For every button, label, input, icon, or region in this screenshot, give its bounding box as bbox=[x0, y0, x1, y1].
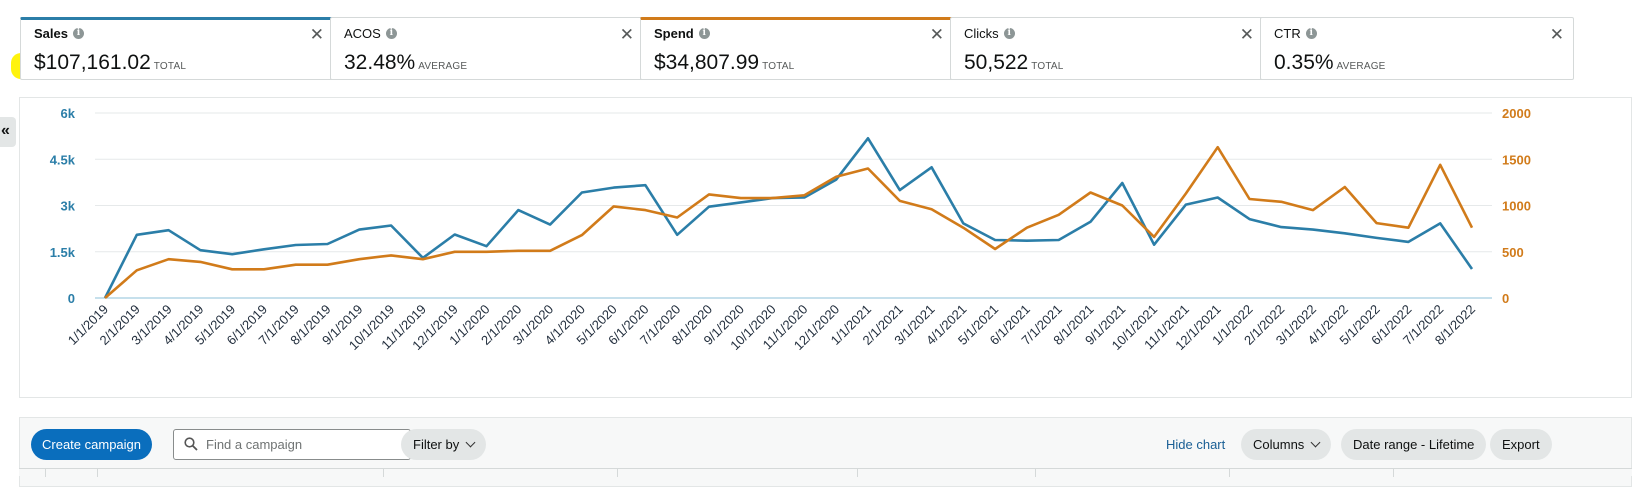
y-right-tick-label: 0 bbox=[1502, 291, 1509, 306]
metric-card-ctr[interactable]: CTR i ✕ 0.35% AVERAGE bbox=[1260, 17, 1574, 80]
columns-dropdown[interactable]: Columns bbox=[1241, 429, 1332, 460]
metric-aggregation: TOTAL bbox=[153, 61, 187, 72]
series-line-spend bbox=[104, 145, 1474, 299]
export-label: Export bbox=[1502, 437, 1540, 452]
search-icon bbox=[184, 437, 198, 451]
info-icon[interactable]: i bbox=[72, 28, 84, 39]
filter-by-dropdown[interactable]: Filter by bbox=[401, 429, 487, 460]
metric-label: ACOS bbox=[344, 26, 381, 41]
date-range-label: Date range - Lifetime bbox=[1353, 437, 1475, 452]
metric-card-sales[interactable]: Sales i ✕ $107,161.02 TOTAL bbox=[20, 17, 334, 80]
close-icon[interactable]: ✕ bbox=[1239, 25, 1254, 44]
y-left-tick-label: 6k bbox=[61, 106, 76, 121]
metric-value: $107,161.02 bbox=[34, 51, 151, 74]
metric-aggregation: AVERAGE bbox=[418, 61, 468, 72]
campaign-table-header bbox=[19, 468, 1632, 477]
metric-value: 32.48% bbox=[344, 51, 416, 74]
metric-aggregation: AVERAGE bbox=[1336, 61, 1386, 72]
close-icon[interactable]: ✕ bbox=[1549, 25, 1564, 44]
close-icon[interactable]: ✕ bbox=[929, 25, 944, 44]
search-box bbox=[173, 429, 411, 460]
metric-card-spend[interactable]: Spend i ✕ $34,807.99 TOTAL bbox=[640, 17, 954, 80]
y-left-tick-label: 3k bbox=[61, 199, 76, 214]
metric-aggregation: TOTAL bbox=[1031, 61, 1064, 72]
metric-value: 50,522 bbox=[964, 51, 1029, 74]
table-column-divider bbox=[857, 469, 858, 477]
date-range-button[interactable]: Date range - Lifetime bbox=[1341, 429, 1487, 460]
table-column-divider bbox=[45, 469, 46, 477]
metric-aggregation: TOTAL bbox=[762, 61, 795, 72]
create-campaign-button[interactable]: Create campaign bbox=[31, 429, 152, 460]
metric-value: $34,807.99 bbox=[654, 51, 760, 74]
table-column-divider bbox=[383, 469, 384, 477]
hide-chart-link[interactable]: Hide chart bbox=[1166, 437, 1226, 452]
line-chart-svg: 01.5k3k4.5k6k05001000150020001/1/20192/1… bbox=[50, 106, 1531, 353]
metric-card-clicks[interactable]: Clicks i ✕ 50,522 TOTAL bbox=[950, 17, 1264, 80]
info-icon[interactable]: i bbox=[1003, 28, 1015, 39]
info-icon[interactable]: i bbox=[698, 28, 710, 39]
table-column-divider bbox=[1393, 469, 1394, 477]
metric-label: Sales bbox=[34, 26, 68, 41]
double-chevron-left-icon: « bbox=[1, 122, 10, 139]
close-icon[interactable]: ✕ bbox=[309, 25, 324, 44]
y-right-tick-label: 1500 bbox=[1502, 152, 1531, 167]
y-right-tick-label: 2000 bbox=[1502, 106, 1531, 121]
collapse-sidebar-button[interactable]: « bbox=[0, 117, 16, 147]
series-line-sales bbox=[103, 136, 1474, 299]
metric-label: Clicks bbox=[964, 26, 999, 41]
metric-label: CTR bbox=[1274, 26, 1301, 41]
chevron-down-icon bbox=[1310, 437, 1321, 448]
y-left-tick-label: 1.5k bbox=[50, 245, 76, 260]
export-button[interactable]: Export bbox=[1490, 429, 1552, 460]
search-input[interactable] bbox=[204, 436, 404, 453]
y-right-tick-label: 1000 bbox=[1502, 199, 1531, 214]
columns-label: Columns bbox=[1253, 437, 1305, 452]
campaign-toolbar: Create campaign Filter by Hide chart Col… bbox=[19, 417, 1632, 487]
metric-value: 0.35% bbox=[1274, 51, 1334, 74]
table-column-divider bbox=[1229, 469, 1230, 477]
metric-label: Spend bbox=[654, 26, 694, 41]
performance-chart: 0 1.5k 3k 4.5k 6k 0 500 1000 1500 2000 1/1/2019 2/1… bbox=[19, 97, 1632, 398]
close-icon[interactable]: ✕ bbox=[619, 25, 634, 44]
y-right-tick-label: 500 bbox=[1502, 245, 1524, 260]
filter-by-label: Filter by bbox=[413, 437, 460, 452]
table-column-divider bbox=[617, 469, 618, 477]
metric-card-acos[interactable]: ACOS i ✕ 32.48% AVERAGE bbox=[330, 17, 644, 80]
info-icon[interactable]: i bbox=[1305, 28, 1317, 39]
chevron-down-icon bbox=[465, 437, 476, 448]
info-icon[interactable]: i bbox=[385, 28, 397, 39]
y-left-tick-label: 4.5k bbox=[50, 152, 76, 167]
table-column-divider bbox=[1035, 469, 1036, 477]
table-column-divider bbox=[97, 469, 98, 477]
y-left-tick-label: 0 bbox=[68, 291, 75, 306]
